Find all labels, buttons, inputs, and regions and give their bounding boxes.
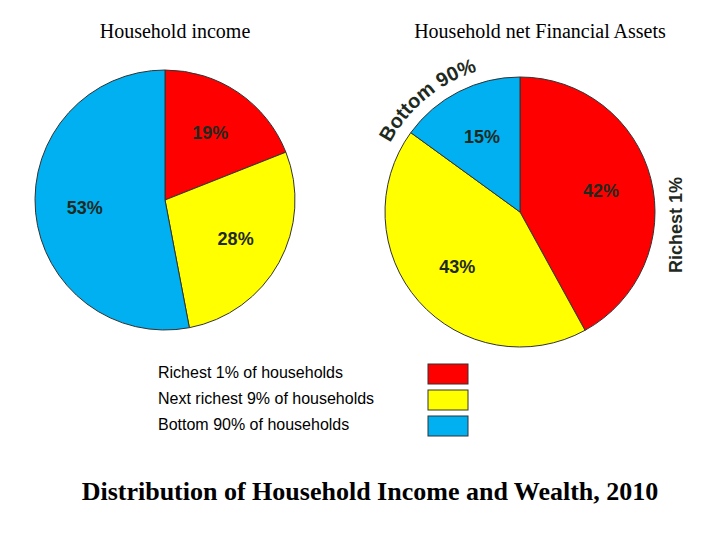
svg-text:Distribution of Household Inco: Distribution of Household Income and Wea… [82,477,659,506]
svg-text:Richest 1%: Richest 1% [666,177,686,273]
svg-text:15%: 15% [464,127,500,147]
svg-text:28%: 28% [218,229,254,249]
svg-text:43%: 43% [439,257,475,277]
svg-text:42%: 42% [583,181,619,201]
svg-text:Richest 1% of households: Richest 1% of households [158,364,343,381]
svg-text:Bottom 90% of households: Bottom 90% of households [158,416,349,433]
svg-text:19%: 19% [192,123,228,143]
svg-text:Household income: Household income [100,20,251,42]
svg-text:Bottom 90%: Bottom 90% [375,54,479,145]
svg-text:53%: 53% [67,198,103,218]
svg-text:Next richest 9% of households: Next richest 9% of households [158,390,374,407]
svg-text:Household net Financial Assets: Household net Financial Assets [414,20,666,42]
